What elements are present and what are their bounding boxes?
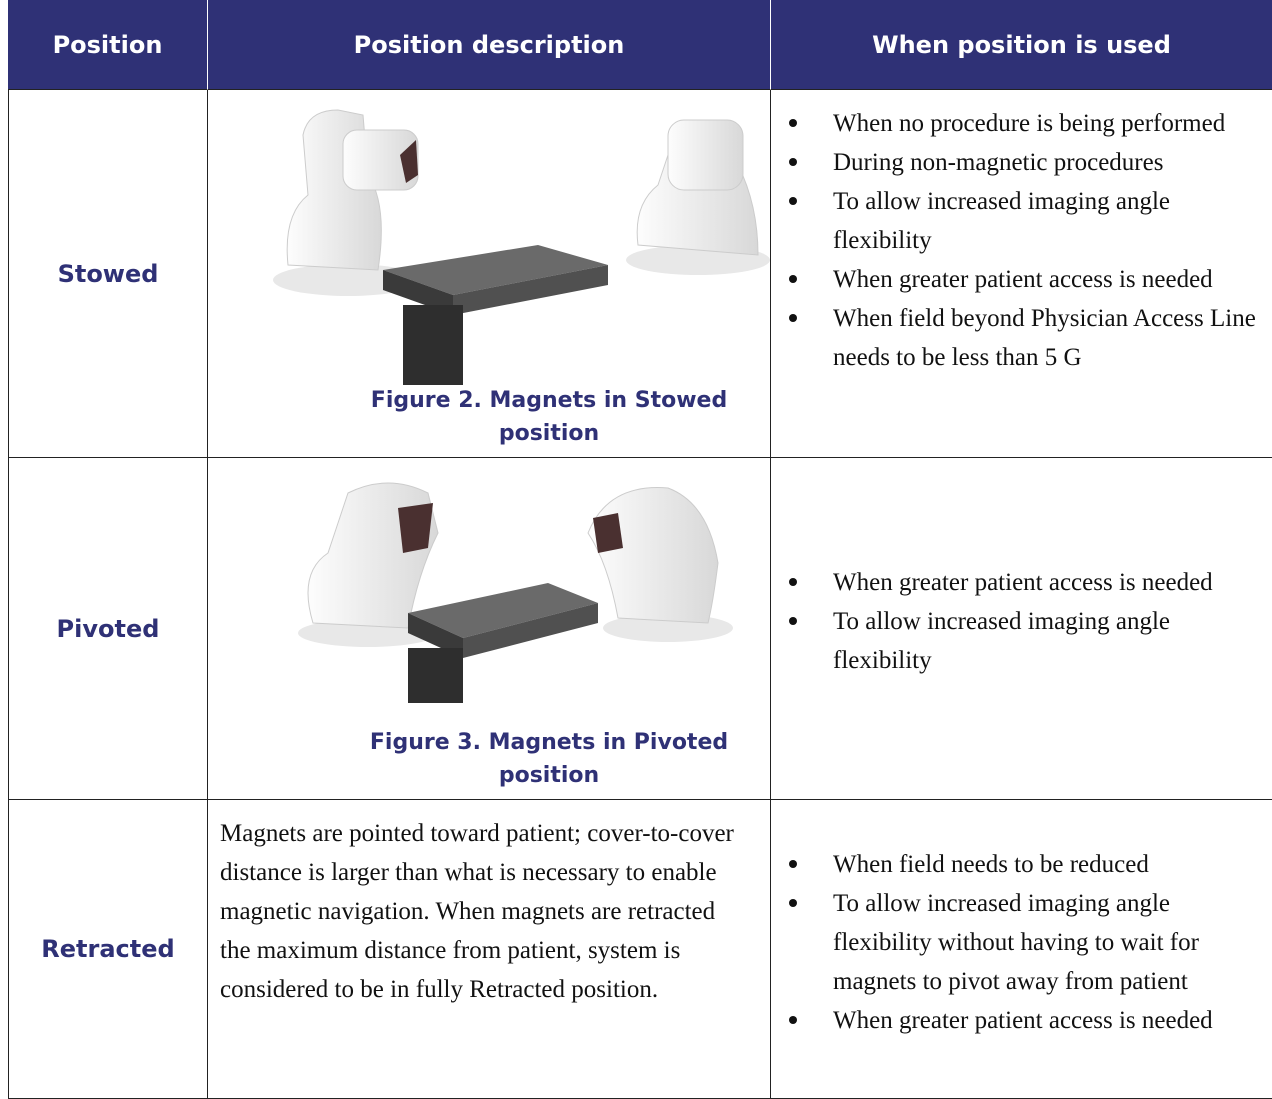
position-cell: Retracted — [8, 800, 207, 1099]
position-cell: Pivoted — [8, 458, 207, 800]
uses-list: When greater patient access is needed To … — [771, 563, 1260, 680]
use-item: When field beyond Physician Access Line … — [771, 299, 1260, 377]
figure-caption: Figure 2. Magnets in Stowed position — [370, 388, 728, 446]
header-cell: Position — [8, 0, 207, 90]
use-item: When greater patient access is needed — [771, 1001, 1260, 1040]
description-cell: Figure 3. Magnets in Pivoted position — [207, 458, 770, 800]
use-item: When field needs to be reduced — [771, 845, 1260, 884]
figure-image — [273, 109, 770, 385]
uses-cell: When field needs to be reduced To allow i… — [770, 800, 1272, 1099]
figure-image — [298, 482, 733, 703]
use-item: When greater patient access is needed — [771, 563, 1260, 602]
uses-list: When no procedure is being performed Duri… — [771, 104, 1260, 377]
uses-cell: When no procedure is being performed Duri… — [770, 90, 1272, 458]
use-item: When greater patient access is needed — [771, 260, 1260, 299]
header-cell: When position is used — [770, 0, 1272, 90]
description-cell: Magnets are pointed toward patient; cove… — [207, 800, 770, 1099]
use-item: To allow increased imaging angle flexibi… — [771, 884, 1260, 1001]
use-item: When no procedure is being performed — [771, 104, 1260, 143]
use-item: To allow increased imaging angle flexibi… — [771, 602, 1260, 680]
uses-list: When field needs to be reduced To allow i… — [771, 845, 1260, 1040]
description-cell: Figure 2. Magnets in Stowed position — [207, 90, 770, 458]
use-item: To allow increased imaging angle flexibi… — [771, 182, 1260, 260]
description-text: Magnets are pointed toward patient; cove… — [220, 820, 734, 1003]
figure-caption: Figure 3. Magnets in Pivoted position — [369, 730, 729, 788]
header-cell: Position description — [207, 0, 770, 90]
uses-cell: When greater patient access is needed To … — [770, 458, 1272, 800]
use-item: During non-magnetic procedures — [771, 143, 1260, 182]
position-cell: Stowed — [8, 90, 207, 458]
